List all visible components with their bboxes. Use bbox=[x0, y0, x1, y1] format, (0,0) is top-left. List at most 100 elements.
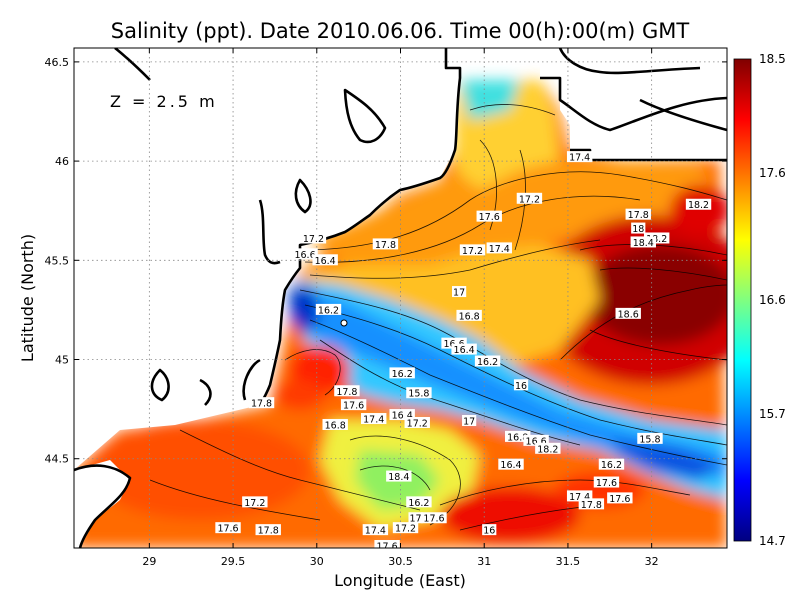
contour-label: 18 bbox=[631, 222, 646, 235]
contour-label: 16.4 bbox=[389, 409, 415, 422]
contour-label: 17.2 bbox=[300, 232, 327, 245]
contour-label: 17.6 bbox=[607, 492, 633, 505]
svg-text:17.8: 17.8 bbox=[258, 526, 279, 537]
contour-lines bbox=[149, 104, 727, 531]
contour-label: 17.2 bbox=[404, 417, 430, 430]
svg-text:16.4: 16.4 bbox=[392, 411, 413, 422]
svg-text:17.4: 17.4 bbox=[365, 526, 386, 537]
contour-label: 16 bbox=[513, 379, 529, 392]
svg-text:16.4: 16.4 bbox=[500, 460, 521, 471]
y-axis-label: Latitude (North) bbox=[18, 234, 37, 362]
svg-text:16.2: 16.2 bbox=[408, 498, 429, 509]
svg-text:15.8: 15.8 bbox=[639, 434, 660, 445]
contour-label: 17.2 bbox=[516, 192, 543, 205]
contour-label: 17.2 bbox=[242, 496, 268, 509]
contour-label: 17 bbox=[452, 286, 467, 299]
coastline-outline bbox=[74, 48, 727, 548]
svg-text:16.6: 16.6 bbox=[294, 250, 315, 261]
contour-label: 17.8 bbox=[255, 524, 281, 537]
svg-text:16.2: 16.2 bbox=[318, 305, 339, 316]
contour-label: 17.2 bbox=[459, 244, 486, 257]
contour-label: 17 bbox=[462, 415, 477, 428]
x-axis-label: Longitude (East) bbox=[334, 571, 466, 590]
x-tick-label: 32 bbox=[645, 555, 659, 568]
svg-text:17.8: 17.8 bbox=[336, 387, 357, 398]
svg-text:17.8: 17.8 bbox=[251, 399, 272, 410]
svg-text:18: 18 bbox=[632, 224, 644, 235]
svg-text:17.4: 17.4 bbox=[569, 492, 590, 503]
contour-label: 18.6 bbox=[615, 307, 641, 320]
y-axis: 44.5 45 45.5 46 46.5 bbox=[45, 56, 727, 466]
svg-text:16.2: 16.2 bbox=[477, 357, 498, 368]
svg-text:18.2: 18.2 bbox=[537, 444, 558, 455]
contour-label: 16.2 bbox=[598, 458, 625, 471]
svg-text:17.4: 17.4 bbox=[363, 415, 384, 426]
y-tick-label: 45.5 bbox=[45, 254, 70, 267]
contour-label: 17.8 bbox=[334, 385, 360, 398]
svg-text:17.6: 17.6 bbox=[423, 514, 444, 525]
svg-text:16.8: 16.8 bbox=[325, 420, 346, 431]
contour-label: 16.6 bbox=[523, 434, 549, 447]
y-tick-label: 44.5 bbox=[45, 453, 70, 466]
svg-text:16.2: 16.2 bbox=[601, 460, 622, 471]
contour-label: 17.6 bbox=[421, 512, 447, 525]
station-marker bbox=[340, 319, 348, 327]
contour-label: 17.8 bbox=[248, 397, 275, 410]
svg-text:17.8: 17.8 bbox=[581, 500, 602, 511]
svg-text:16.4: 16.4 bbox=[454, 345, 475, 356]
contour-label: 18.2 bbox=[643, 232, 670, 245]
svg-text:17.2: 17.2 bbox=[407, 419, 428, 430]
svg-text:17.2: 17.2 bbox=[244, 498, 265, 509]
contour-label: 17.4 bbox=[486, 242, 512, 255]
contour-label: 17.4 bbox=[361, 413, 387, 426]
svg-text:17.2: 17.2 bbox=[462, 246, 483, 257]
contour-label: 18.4 bbox=[630, 236, 656, 249]
contour-label: 16.8 bbox=[456, 309, 482, 322]
contour-label: 16.2 bbox=[474, 355, 501, 368]
svg-text:17.2: 17.2 bbox=[303, 234, 324, 245]
depth-annotation: Z = 2.5 m bbox=[110, 92, 218, 111]
svg-text:16: 16 bbox=[483, 526, 495, 537]
x-axis: 29 29.5 30 30.5 31 31.5 32 bbox=[142, 48, 659, 568]
svg-text:17.6: 17.6 bbox=[343, 401, 364, 412]
x-tick-label: 31.5 bbox=[556, 555, 581, 568]
colorbar-tick-label: 14.7 bbox=[759, 534, 786, 548]
svg-text:16: 16 bbox=[515, 381, 527, 392]
colorbar-tick-label: 15.7 bbox=[759, 407, 786, 421]
contour-label: 16.8 bbox=[322, 418, 348, 431]
chart-title: Salinity (ppt). Date 2010.06.06. Time 00… bbox=[111, 19, 690, 43]
contour-label: 16.2 bbox=[389, 367, 415, 380]
contour-label: 17.4 bbox=[566, 490, 593, 503]
svg-text:16.4: 16.4 bbox=[315, 256, 336, 267]
svg-text:17.4: 17.4 bbox=[489, 244, 510, 255]
svg-text:17.6: 17.6 bbox=[217, 524, 238, 535]
contour-label: 17.8 bbox=[372, 238, 399, 251]
svg-text:17.2: 17.2 bbox=[395, 524, 416, 535]
svg-text:17.6: 17.6 bbox=[609, 494, 630, 505]
y-tick-label: 45 bbox=[55, 354, 69, 367]
contour-label: 15.8 bbox=[406, 387, 432, 400]
contour-label: 17 bbox=[408, 512, 423, 525]
colorbar-tick-label: 16.6 bbox=[759, 293, 786, 307]
x-tick-label: 30 bbox=[310, 555, 324, 568]
contour-label: 17.8 bbox=[578, 498, 605, 511]
svg-text:18.2: 18.2 bbox=[688, 200, 709, 211]
x-tick-label: 30.5 bbox=[388, 555, 413, 568]
y-tick-label: 46.5 bbox=[45, 56, 70, 69]
grid bbox=[74, 48, 727, 548]
x-tick-label: 29.5 bbox=[221, 555, 246, 568]
plot-area: 17.417.217.6 17.818.21818.218.417.217.816… bbox=[74, 48, 727, 548]
y-tick-label: 46 bbox=[55, 155, 69, 168]
contour-label: 18.2 bbox=[685, 198, 712, 211]
svg-text:16.8: 16.8 bbox=[507, 432, 528, 443]
contour-label: 18.2 bbox=[535, 442, 561, 455]
contour-label: 17.6 bbox=[340, 399, 367, 412]
contour-label: 17.6 bbox=[476, 210, 502, 223]
colorbar bbox=[733, 58, 752, 542]
svg-text:15.8: 15.8 bbox=[408, 389, 429, 400]
svg-text:18.4: 18.4 bbox=[633, 238, 654, 249]
svg-text:17.4: 17.4 bbox=[569, 153, 590, 164]
colorbar-tick-label: 18.5 bbox=[759, 52, 786, 66]
contour-label: 16.4 bbox=[312, 254, 338, 267]
